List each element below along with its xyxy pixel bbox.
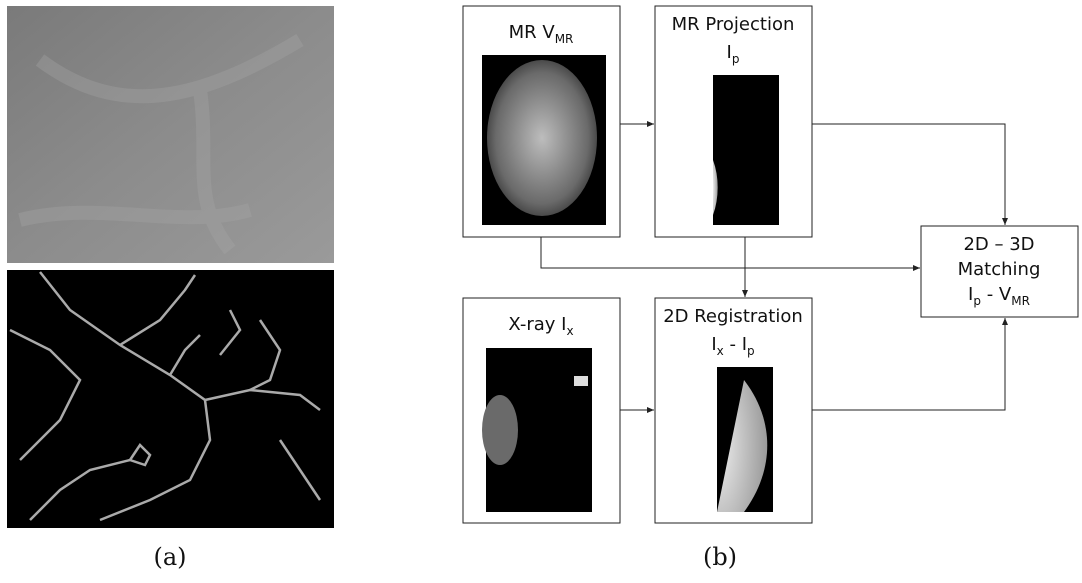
node-label: 2D – 3D	[963, 234, 1034, 255]
label-text: 2D – 3D	[963, 234, 1034, 255]
arrow	[812, 318, 1005, 410]
node-label: MR Projection	[672, 14, 795, 35]
arrow	[812, 124, 1005, 225]
label-text: - V	[981, 284, 1012, 305]
label-text: 2D Registration	[663, 306, 803, 327]
caption: (b)	[703, 543, 737, 571]
label-text: MR V	[509, 22, 556, 43]
caption: (a)	[153, 543, 186, 571]
mr-projection-image	[713, 75, 779, 225]
subscript: x	[566, 324, 573, 338]
subscript: MR	[555, 32, 574, 46]
arrow	[541, 237, 920, 268]
label-text: X-ray I	[508, 314, 566, 335]
figure: (a) (b) MR VMRMR ProjectionIpX-ray Ix2D …	[0, 0, 1082, 583]
subscript: p	[732, 52, 740, 66]
xray-breast	[482, 395, 518, 465]
label-text: Matching	[958, 259, 1041, 280]
mr-volume-render	[487, 60, 597, 216]
label-text: MR Projection	[672, 14, 795, 35]
node-label: 2D Registration	[663, 306, 803, 327]
subscript: p	[973, 294, 981, 308]
xray-marker	[574, 376, 588, 386]
node-label: Matching	[958, 259, 1041, 280]
label-text: - I	[724, 334, 747, 355]
node-label: X-ray Ix	[508, 314, 573, 338]
subscript: p	[747, 344, 755, 358]
subscript: MR	[1011, 294, 1030, 308]
subscript: x	[717, 344, 724, 358]
